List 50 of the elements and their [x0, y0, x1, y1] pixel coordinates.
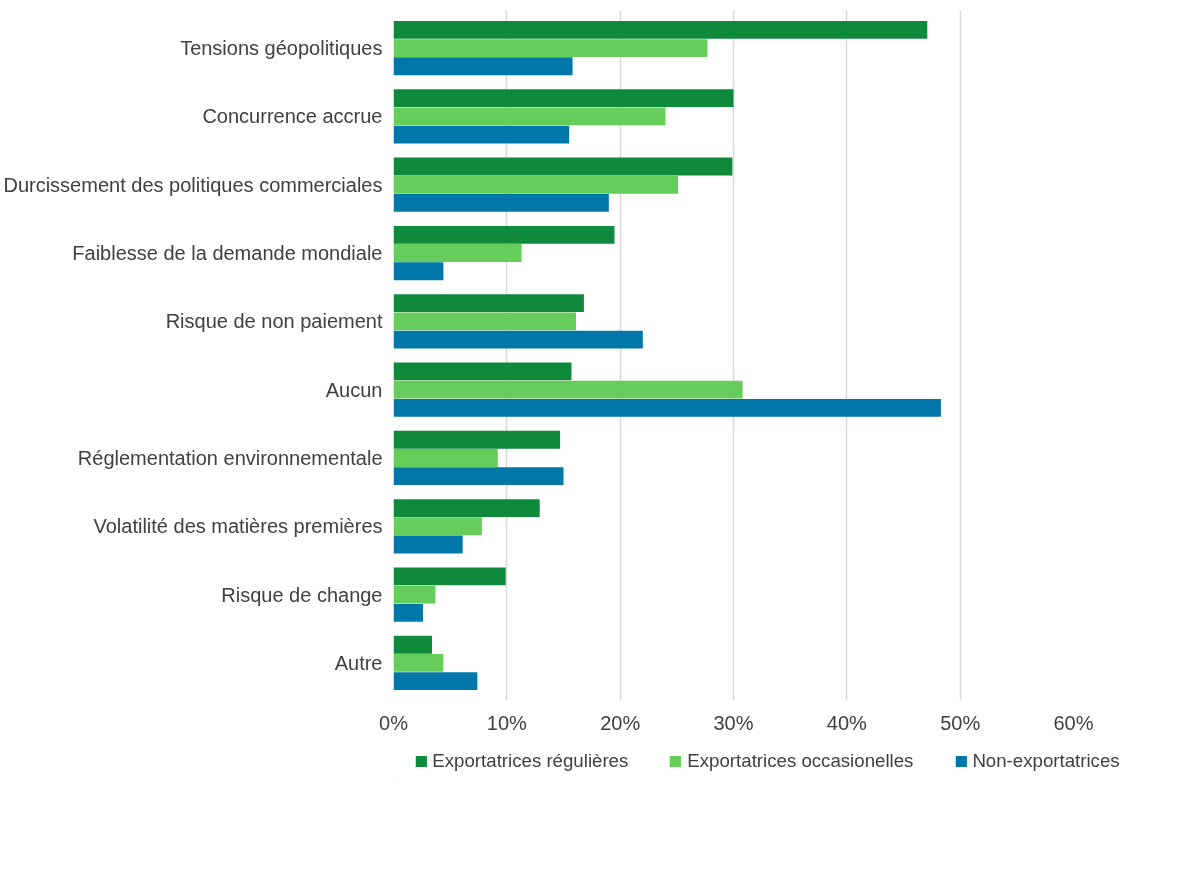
x-tick-label: 0% — [379, 711, 409, 734]
bar — [393, 262, 444, 281]
bar — [393, 294, 584, 313]
x-tick-label: 50% — [940, 711, 981, 734]
bar — [393, 362, 572, 381]
bar — [393, 330, 643, 349]
bar — [393, 654, 444, 672]
y-tick-label: Concurrence accrue — [202, 105, 383, 128]
x-tick-label: 20% — [600, 711, 641, 734]
bar — [393, 635, 433, 654]
y-tick-label: Aucun — [325, 378, 383, 401]
legend-label: Exportatrices régulières — [432, 750, 629, 772]
bar — [393, 20, 928, 39]
y-tick-label: Durcissement des politiques commerciales — [3, 173, 383, 196]
bar — [393, 430, 561, 449]
y-tick-label: Tensions géopolitiques — [180, 37, 383, 60]
bar — [393, 225, 615, 244]
y-tick-label: Risque de change — [221, 583, 383, 606]
bar — [393, 39, 708, 57]
bar — [393, 312, 576, 331]
bar — [393, 398, 941, 417]
bar — [393, 380, 743, 399]
bar — [393, 499, 540, 517]
bar — [393, 585, 436, 604]
bar — [393, 125, 570, 144]
bar — [393, 107, 666, 126]
bar — [393, 672, 478, 691]
bar — [393, 603, 423, 622]
bar — [393, 567, 506, 586]
x-tick-label: 40% — [826, 711, 868, 734]
legend-label: Non-exportatrices — [972, 750, 1120, 772]
y-tick-label: Réglementation environnementale — [77, 446, 383, 469]
bar — [393, 517, 482, 536]
bar — [393, 157, 733, 176]
bar — [393, 175, 678, 194]
x-tick-label: 60% — [1053, 711, 1094, 734]
bar — [393, 467, 564, 486]
bar — [393, 89, 734, 108]
x-tick-label: 10% — [486, 711, 528, 734]
legend-label: Exportatrices occasionelles — [687, 750, 914, 772]
bar — [393, 535, 463, 554]
y-tick-label: Risque de non paiement — [165, 310, 383, 333]
y-tick-label: Volatilité des matières premières — [93, 515, 383, 538]
bar — [393, 57, 573, 76]
y-tick-label: Autre — [334, 651, 383, 674]
bar — [393, 194, 609, 212]
x-tick-label: 30% — [713, 711, 754, 734]
y-tick-label: Faiblesse de la demande mondiale — [72, 242, 383, 265]
bar — [393, 244, 522, 262]
bar — [393, 449, 498, 467]
